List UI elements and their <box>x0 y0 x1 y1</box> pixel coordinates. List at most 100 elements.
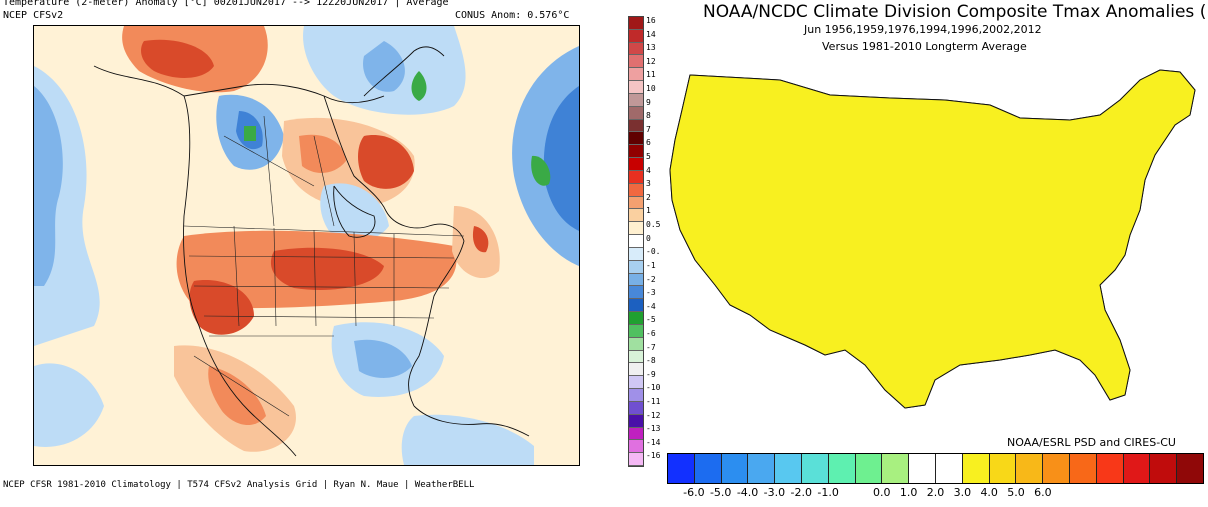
right-map-credit: NOAA/ESRL PSD and CIRES-CU <box>1007 436 1176 449</box>
right-colorbar-swatch <box>1177 454 1203 483</box>
left-scale-tick-label: -7 <box>646 342 656 352</box>
left-scale-swatch <box>629 324 643 338</box>
right-colorbar-swatch <box>989 454 1017 483</box>
left-scale-swatch <box>629 299 643 313</box>
us-climate-division-map-graphic <box>669 69 1196 409</box>
right-colorbar-swatch <box>721 454 749 483</box>
right-colorbar-tick-label: 5.0 <box>1007 486 1025 499</box>
right-colorbar-swatch <box>855 454 883 483</box>
left-scale-tick-label: -13 <box>646 424 661 434</box>
left-scale-tick-label: -3 <box>646 288 656 298</box>
right-colorbar <box>667 453 1204 484</box>
right-colorbar-swatch <box>1123 454 1151 483</box>
left-scale-tick-label: 6 <box>646 138 651 148</box>
left-scale-tick-label: 16 <box>646 16 656 25</box>
right-map-baseline-subtitle: Versus 1981-2010 Longterm Average <box>822 40 1027 53</box>
right-colorbar-swatch <box>828 454 856 483</box>
left-scale-tick-label: 11 <box>646 70 656 80</box>
left-scale-tick-label: 5 <box>646 152 651 162</box>
left-map-credit: NCEP CFSR 1981-2010 Climatology | T574 C… <box>3 480 475 490</box>
left-scale-tick-label: -8 <box>646 356 656 366</box>
left-scale-swatch <box>629 363 643 377</box>
left-scale-tick-label: 0.5 <box>646 220 661 230</box>
left-scale-tick-label: -11 <box>646 396 661 406</box>
left-scale-swatch <box>629 183 643 197</box>
left-scale-tick-label: 12 <box>646 56 656 66</box>
left-scale-swatch <box>629 106 643 120</box>
left-scale-tick-label: -4 <box>646 301 656 311</box>
right-colorbar-swatch <box>801 454 829 483</box>
left-map-title: Temperature (2-meter) Anomaly [°C] 00Z01… <box>3 0 449 8</box>
left-map-source: NCEP CFSv2 <box>3 10 64 21</box>
right-colorbar-swatch <box>748 454 776 483</box>
right-colorbar-tick-label: -6.0 <box>683 486 705 499</box>
left-scale-swatch <box>629 273 643 287</box>
left-scale-swatch <box>629 55 643 69</box>
right-colorbar-swatch <box>1069 454 1097 483</box>
left-scale-tick-label: 3 <box>646 179 651 189</box>
left-scale-swatch <box>629 81 643 94</box>
left-scale-swatch <box>629 453 643 466</box>
left-scale-swatch <box>629 247 643 261</box>
right-colorbar-tick-label: -4.0 <box>736 486 759 499</box>
right-colorbar-swatch <box>1096 454 1124 483</box>
right-colorbar-swatch <box>1016 454 1044 483</box>
right-map-title: NOAA/NCDC Climate Division Composite Tma… <box>703 2 1208 22</box>
right-colorbar-swatch <box>1043 454 1070 483</box>
left-scale-tick-label: 10 <box>646 84 656 94</box>
left-scale-tick-label: -12 <box>646 410 661 420</box>
left-scale-swatch <box>629 145 643 159</box>
right-colorbar-tick-label: -5.0 <box>709 486 732 499</box>
right-map-years-subtitle: Jun 1956,1959,1976,1994,1996,2002,2012 <box>804 23 1042 36</box>
north-america-anomaly-map-graphic <box>34 26 579 465</box>
left-scale-swatch <box>629 235 643 248</box>
left-scale-swatch <box>629 376 643 390</box>
left-scale-swatch <box>629 158 643 171</box>
us-climate-division-map <box>660 60 1208 420</box>
left-scale-tick-label: -1 <box>646 260 656 270</box>
right-colorbar-tick-label: -2.0 <box>790 486 812 499</box>
left-scale-tick-label: 7 <box>646 124 651 134</box>
left-scale-tick-label: -14 <box>646 437 661 447</box>
right-colorbar-tick-label: 2.0 <box>926 486 945 499</box>
left-scale-swatch <box>629 414 643 428</box>
right-colorbar-swatch <box>909 454 936 483</box>
left-scale-swatch <box>629 286 643 300</box>
left-scale-swatch <box>629 222 643 236</box>
left-scale-swatch <box>629 350 643 364</box>
left-scale-tick-label: 0 <box>646 233 651 243</box>
left-scale-tick-label: -9 <box>646 369 656 379</box>
north-america-anomaly-map <box>33 25 580 466</box>
left-scale-tick-label: -6 <box>646 328 656 338</box>
left-scale-swatch <box>629 119 643 133</box>
left-scale-swatch <box>629 260 643 274</box>
right-colorbar-tick-label: 4.0 <box>980 486 998 499</box>
left-scale-tick-label: -10 <box>646 383 661 393</box>
left-scale-swatch <box>629 427 643 441</box>
left-scale-swatch <box>629 93 643 107</box>
left-scale-tick-label: 1 <box>646 206 651 216</box>
right-colorbar-tick-label: -3.0 <box>763 486 786 499</box>
right-colorbar-tick-label: 6.0 <box>1034 486 1052 499</box>
left-scale-swatch <box>629 401 643 415</box>
left-scale-swatch <box>629 170 643 184</box>
left-scale-tick-label: -2 <box>646 274 656 284</box>
left-scale-swatch <box>629 209 643 223</box>
right-colorbar-swatch <box>694 454 722 483</box>
left-scale-tick-label: 2 <box>646 192 651 202</box>
right-colorbar-tick-label: 1.0 <box>899 486 918 499</box>
left-scale-tick-label: 8 <box>646 111 651 121</box>
left-scale-swatch <box>629 312 643 325</box>
left-scale-tick-label: -16 <box>646 451 661 461</box>
right-colorbar-tick-label: 0.0 <box>873 486 891 499</box>
right-colorbar-swatch <box>1150 454 1178 483</box>
left-scale-swatch <box>629 132 643 146</box>
left-scale-swatch <box>629 42 643 56</box>
right-colorbar-tick-label: 3.0 <box>953 486 972 499</box>
left-scale-tick-label: 4 <box>646 165 651 175</box>
right-colorbar-swatch <box>775 454 802 483</box>
left-scale-swatch <box>629 29 643 43</box>
left-scale-swatch <box>629 440 643 454</box>
left-color-scale <box>628 16 644 467</box>
left-scale-swatch <box>629 68 643 82</box>
